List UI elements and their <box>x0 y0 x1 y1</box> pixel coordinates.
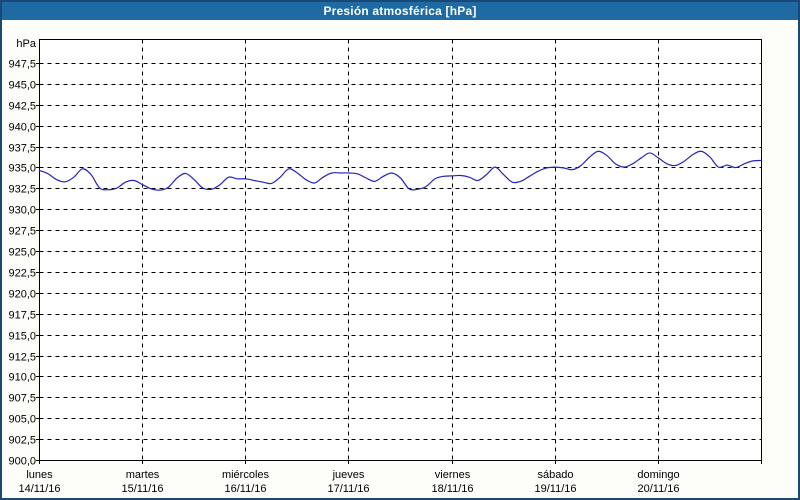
chart-titlebar: Presión atmosférica [hPa] <box>2 2 798 20</box>
day-date-label: 14/11/16 <box>18 483 60 495</box>
day-name-label: miércoles <box>222 469 270 481</box>
day-name-label: sábado <box>537 469 573 481</box>
day-name-label: lunes <box>26 469 53 481</box>
y-tick-label: 905,0 <box>8 414 36 426</box>
pressure-series-line <box>38 150 763 191</box>
y-tick-label: 937,5 <box>8 143 36 155</box>
y-tick-label: 942,5 <box>8 101 36 113</box>
day-date-label: 20/11/16 <box>637 483 679 495</box>
day-date-label: 17/11/16 <box>327 483 369 495</box>
plot-border <box>39 39 762 461</box>
day-name-label: martes <box>126 469 160 481</box>
y-tick-label: 945,0 <box>8 80 36 92</box>
y-tick-label: 927,5 <box>8 226 36 238</box>
y-tick-label: 935,0 <box>8 163 36 175</box>
day-date-label: 15/11/16 <box>121 483 163 495</box>
day-date-label: 19/11/16 <box>534 483 576 495</box>
y-tick-label: 912,5 <box>8 352 36 364</box>
y-tick-label: 930,0 <box>8 205 36 217</box>
y-tick-label: 925,0 <box>8 247 36 259</box>
y-tick-label: 900,0 <box>8 456 36 468</box>
day-name-label: viernes <box>435 469 471 481</box>
day-name-label: domingo <box>637 469 679 481</box>
y-tick-label: 947,5 <box>8 59 36 71</box>
y-axis-unit-label: hPa <box>16 38 36 50</box>
y-tick-label: 917,5 <box>8 310 36 322</box>
y-tick-label: 910,0 <box>8 372 36 384</box>
chart-title: Presión atmosférica [hPa] <box>323 4 477 18</box>
y-tick-label: 915,0 <box>8 331 36 343</box>
pressure-line-chart: hPa 947,5 945,0 942,5 940,0 937,5 935,0 932,5 93… <box>8 38 763 495</box>
y-tick-label: 907,5 <box>8 393 36 405</box>
y-tick-label: 940,0 <box>8 122 36 134</box>
y-tick-label: 920,0 <box>8 289 36 301</box>
day-name-label: jueves <box>332 469 365 481</box>
y-tick-label: 922,5 <box>8 268 36 280</box>
chart-area: hPa 947,5 945,0 942,5 940,0 937,5 935,0 932,5 93… <box>2 20 798 498</box>
day-date-label: 16/11/16 <box>224 483 266 495</box>
y-tick-label: 932,5 <box>8 184 36 196</box>
y-tick-label: 902,5 <box>8 435 36 447</box>
day-date-label: 18/11/16 <box>431 483 473 495</box>
